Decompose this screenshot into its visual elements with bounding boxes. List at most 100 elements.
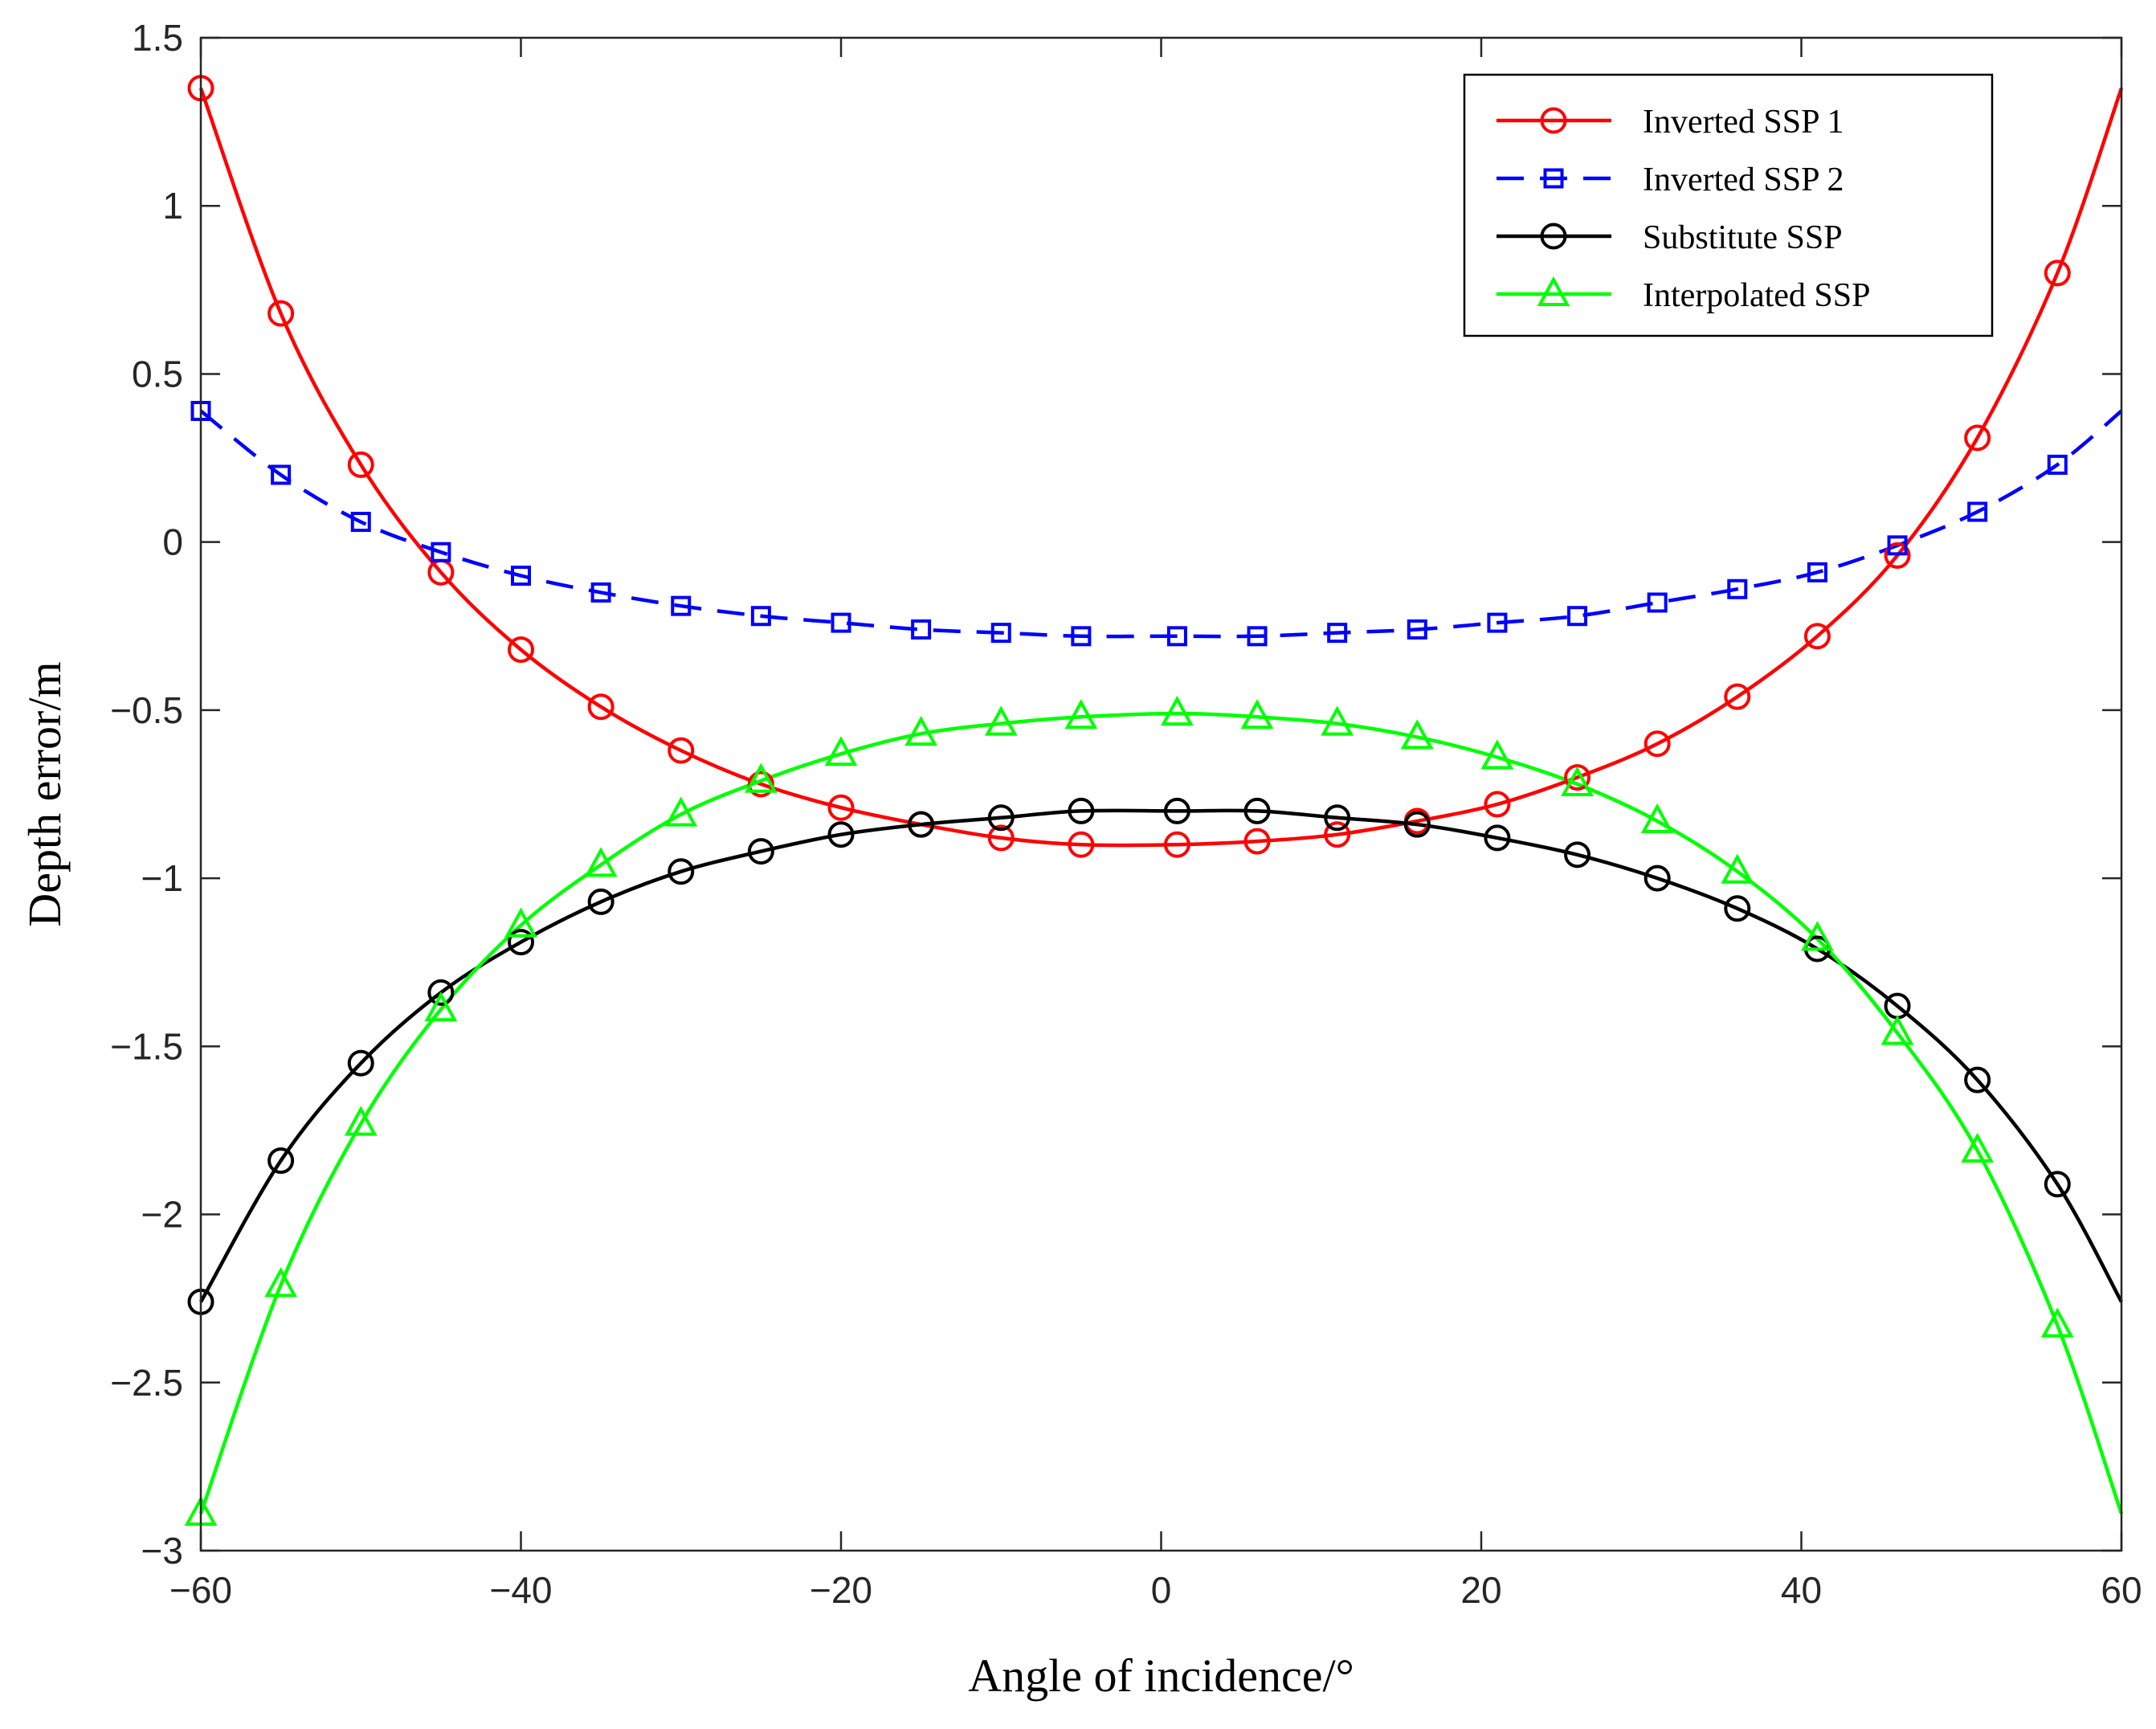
series-3-marker — [587, 888, 615, 915]
series-1-marker — [1884, 542, 1911, 569]
series-4-marker — [904, 716, 938, 746]
series-3-marker — [267, 1147, 295, 1175]
y-tick-labels: 1.5 1 0.5 0 −0.5 −1 −1.5 −2 −2.5 −3 — [110, 17, 183, 1572]
series-2-marker — [1487, 612, 1508, 633]
x-tick-label: 20 — [1460, 1569, 1501, 1611]
series-3-marker — [1564, 841, 1591, 869]
legend-label-1: Inverted SSP 1 — [1643, 104, 1844, 141]
series-1-marker — [1068, 831, 1095, 858]
series-1-marker — [1803, 623, 1831, 650]
series-2-marker — [350, 512, 371, 533]
series-4-marker — [744, 762, 778, 793]
series-4-marker — [1480, 739, 1514, 770]
series-3-marker — [827, 821, 855, 848]
series-3-marker — [1243, 797, 1271, 824]
series-line-4 — [198, 711, 2124, 1514]
series-line-3 — [199, 808, 2123, 1303]
y-tick-label: −2.5 — [110, 1362, 183, 1404]
series-2-marker — [511, 566, 531, 587]
series-markers — [184, 75, 2074, 1526]
y-tick-label: −1 — [141, 857, 183, 899]
legend-marker-2 — [1543, 168, 1564, 189]
series-2-marker — [1247, 626, 1268, 647]
series-3-marker — [1644, 864, 1671, 892]
series-4-marker — [424, 991, 458, 1022]
series-3-marker — [427, 979, 455, 1006]
x-tick-label: −60 — [169, 1569, 232, 1611]
series-1-marker — [267, 300, 295, 327]
series-2-marker — [1327, 623, 1348, 644]
x-tick-label: 0 — [1151, 1569, 1172, 1611]
series-4-marker — [824, 736, 858, 766]
y-tick-label: 1.5 — [132, 17, 183, 59]
series-4-marker — [1561, 766, 1594, 796]
series-1-marker — [987, 824, 1015, 852]
series-1-marker — [1484, 791, 1511, 818]
series-1-marker — [827, 794, 855, 821]
legend-label-4: Interpolated SSP — [1643, 277, 1870, 314]
series-2-marker — [1647, 592, 1668, 613]
series-4-marker — [1400, 719, 1434, 750]
series-2-marker — [671, 595, 692, 616]
series-4-marker — [1321, 705, 1354, 736]
x-tick-label: −20 — [810, 1569, 872, 1611]
series-4-marker — [504, 907, 537, 938]
series-4-marker — [984, 705, 1018, 736]
series-2-marker — [911, 619, 932, 640]
series-1-marker — [508, 636, 534, 664]
series-2-marker — [1071, 626, 1092, 647]
y-tick-label: −1.5 — [110, 1025, 183, 1067]
series-3-marker — [508, 929, 534, 956]
series-4-marker — [1240, 699, 1274, 730]
series-3-marker — [747, 838, 774, 865]
y-tick-label: 1 — [162, 185, 183, 227]
series-4-marker — [1161, 695, 1194, 726]
y-tick-label: 0 — [162, 521, 183, 563]
series-3-marker — [1484, 824, 1511, 852]
y-tick-label: −3 — [141, 1530, 183, 1572]
series-2-marker — [1807, 562, 1827, 582]
series-3-marker — [987, 804, 1015, 832]
series-1-marker — [587, 693, 615, 721]
legend-label-2: Inverted SSP 2 — [1643, 161, 1844, 198]
series-3-marker — [1724, 895, 1751, 922]
series-1-marker — [1564, 764, 1591, 791]
series-4-marker — [584, 847, 618, 877]
series-1-marker — [747, 770, 774, 798]
series-2-marker — [271, 464, 292, 485]
series-3-marker — [668, 858, 695, 885]
x-axis-title: Angle of incidence/° — [968, 1649, 1354, 1702]
series-2-marker — [1727, 578, 1748, 599]
series-3-marker — [2044, 1171, 2071, 1198]
series-3-marker — [1068, 797, 1095, 824]
x-tick-label: 60 — [2101, 1569, 2142, 1611]
series-4-marker — [1721, 853, 1754, 884]
series-1-marker — [1964, 424, 1991, 452]
series-4-marker — [264, 1267, 298, 1298]
series-2-marker — [1887, 535, 1908, 556]
series-4-marker — [1064, 699, 1098, 730]
series-line-1 — [198, 88, 2124, 848]
series-2-marker — [831, 612, 851, 633]
series-3-marker — [1964, 1066, 1991, 1093]
legend: Inverted SSP 1 Inverted SSP 2 Substitute S… — [1463, 73, 1994, 337]
series-4-marker — [2040, 1307, 2074, 1338]
series-2-marker — [431, 542, 451, 562]
series-line-2 — [199, 409, 2123, 639]
series-3-marker — [1163, 797, 1190, 824]
series-2-marker — [990, 623, 1011, 644]
series-1-marker — [347, 451, 374, 478]
series-2-marker — [1166, 626, 1187, 647]
series-3-marker — [908, 811, 935, 838]
series-2-marker — [750, 606, 771, 627]
series-3-marker — [1324, 804, 1351, 832]
y-tick-label: −2 — [141, 1194, 183, 1236]
legend-marker-4 — [1537, 276, 1570, 306]
series-2-marker — [1967, 501, 1988, 522]
y-tick-label: 0.5 — [132, 353, 183, 394]
y-axis-title: Depth error/m — [18, 661, 71, 926]
series-1-marker — [668, 737, 695, 764]
series-4-marker — [1801, 921, 1834, 951]
x-tick-label: 40 — [1781, 1569, 1822, 1611]
